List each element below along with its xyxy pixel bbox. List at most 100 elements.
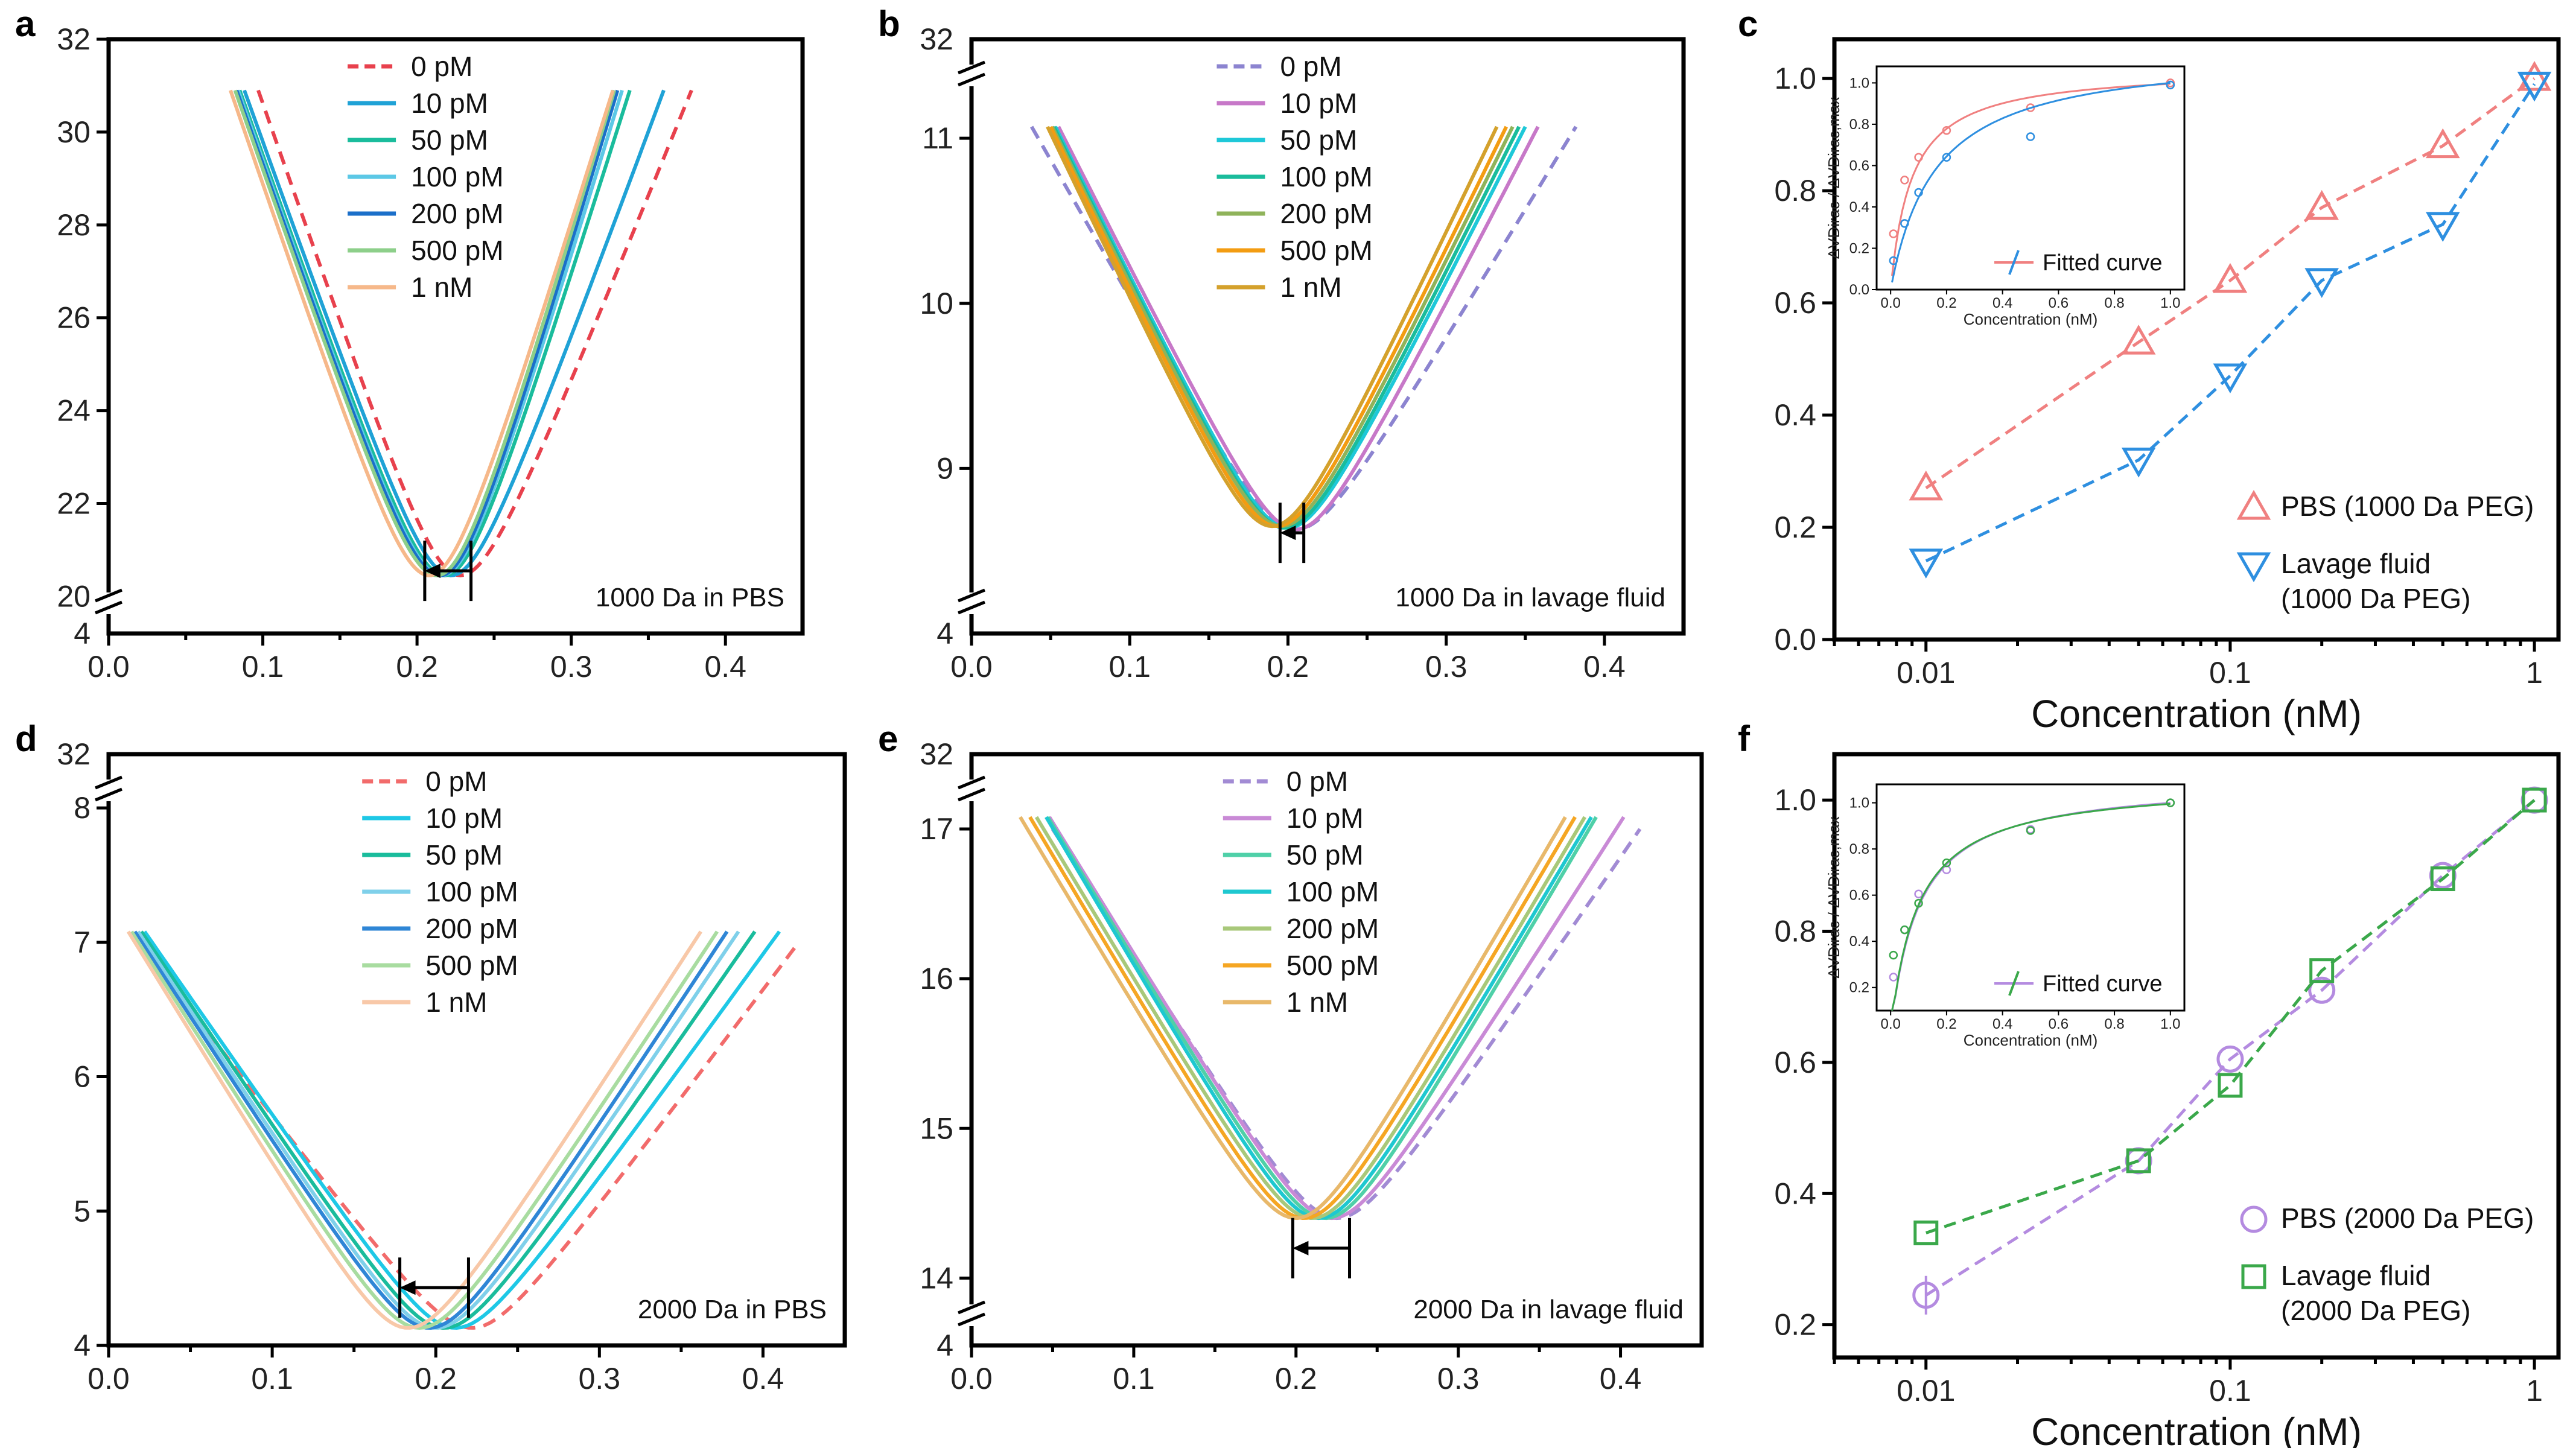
inset-data-point [1914, 153, 1923, 162]
inset-legend-entry: Fitted curve [2043, 971, 2163, 997]
inset-x-tick-label: 0.6 [2049, 295, 2069, 311]
y-axis-top-label: 32 [57, 737, 91, 771]
y-axis-bottom-label: 4 [74, 617, 91, 650]
series-line-10-pM [1048, 816, 1626, 1221]
panel-annotation: 2000 Da in PBS [638, 1295, 827, 1324]
inset-y-tick-label: 0.0 [1849, 282, 1869, 298]
data-point [2213, 363, 2248, 393]
inset-f: 0.0 0.2 0.4 0.6 0.8 1.0 0.2 0.4 0.6 0.8 1.0 Concent… [1825, 783, 2186, 1049]
data-point [2304, 189, 2339, 220]
panel-annotation: 2000 Da in lavage fluid [1413, 1295, 1684, 1324]
shift-arrow-head [424, 564, 440, 579]
series-connector [1925, 77, 2536, 489]
x-tick-label: 1 [2526, 656, 2543, 690]
x-tick-label: 0.0 [87, 650, 130, 684]
series-line-0-pM [256, 89, 693, 577]
panel-annotation: 1000 Da in PBS [596, 583, 784, 612]
inset-data-point [1914, 898, 1923, 908]
series-line-500-pM [130, 930, 719, 1330]
data-point [2240, 1205, 2268, 1233]
y-tick-label: 6 [74, 1060, 91, 1094]
inset-y-tick-label: 0.6 [1849, 157, 1869, 174]
x-tick-label: 0.2 [415, 1362, 457, 1396]
y-break-mark [958, 60, 985, 75]
legend-entry: 0 pM [1286, 766, 1348, 797]
inset-legend-swatch [2008, 250, 2020, 275]
y-break-mark [958, 588, 985, 603]
x-tick-label: 0.0 [950, 1362, 993, 1396]
series-line-500-pM [1049, 125, 1508, 529]
legend-entry: 100 pM [1280, 161, 1372, 192]
y-tick-label: 7 [74, 926, 91, 959]
legend-entry: 10 pM [425, 802, 503, 834]
y-break-mark [958, 1312, 985, 1327]
y-tick-label: 0.0 [1774, 623, 1816, 656]
inset-x-tick-label: 0.8 [2104, 1016, 2124, 1032]
inset-fit-curve [1891, 81, 2171, 283]
series-connector [1925, 83, 2536, 563]
panel-b: b 0.0 0.1 0.2 0.3 0.4 9 10 11 32 4 1000 Da in lavag… [878, 4, 1686, 684]
y-tick-label: 1.0 [1774, 62, 1816, 95]
x-tick-label: 0.4 [1583, 650, 1626, 684]
x-tick-label: 0.1 [251, 1362, 293, 1396]
inset-data-point [2026, 132, 2035, 141]
panel-letter-f: f [1738, 719, 1751, 759]
x-tick-label: 0.3 [550, 650, 593, 684]
inset-data-point [2166, 798, 2175, 807]
y-tick-label: 11 [922, 121, 953, 155]
y-break-mark [958, 72, 985, 87]
y-tick-label: 0.6 [1774, 286, 1816, 320]
axes-frame-b [969, 37, 1686, 636]
series-line-200-pM [235, 89, 620, 577]
data-point [2304, 268, 2339, 298]
inset-y-axis-label: ΔVDirac / ΔVDirac,max [1825, 816, 1843, 979]
x-tick-label: 0.1 [1108, 650, 1151, 684]
y-break-mark [958, 775, 985, 790]
series-line-1-nM [126, 930, 702, 1330]
x-tick-label: 1 [2526, 1374, 2543, 1408]
y-tick-label: 10 [920, 287, 953, 320]
y-break-mark [958, 600, 985, 615]
legend-entry: 100 pM [1286, 876, 1379, 907]
inset-data-point [1900, 219, 1909, 228]
x-tick-label: 0.0 [87, 1362, 130, 1396]
series-line-0-pM [139, 945, 798, 1330]
data-point [2236, 552, 2271, 583]
panel-f: f 0.01 0.1 1 0.2 0.4 0.6 0.8 1.0 Concentration (n… [1738, 719, 2561, 1448]
inset-y-tick-label: 0.8 [1849, 841, 1869, 857]
legend-entry: 10 pM [411, 87, 488, 119]
inset-fit-curve [1891, 802, 2171, 1011]
series-line-200-pM [133, 930, 729, 1330]
y-break-mark [95, 588, 122, 603]
inset-data-point [1900, 176, 1909, 185]
y-tick-label: 4 [74, 1329, 91, 1362]
x-axis-label: Concentration (nM) [2031, 1410, 2362, 1448]
inset-data-point [1889, 950, 1898, 960]
data-point [2121, 325, 2156, 355]
data-point [2517, 61, 2552, 91]
y-break-mark [95, 775, 122, 790]
data-point [2216, 1045, 2244, 1073]
data-point [1912, 1281, 1940, 1309]
y-tick-label: 0.4 [1774, 398, 1816, 432]
axes-frame-c [1832, 37, 2561, 642]
data-point [1909, 470, 1944, 501]
legend-entry: 1 nM [1280, 272, 1341, 303]
x-tick-label: 0.2 [1267, 650, 1309, 684]
inset-data-point [1942, 858, 1951, 868]
y-tick-label: 14 [920, 1261, 953, 1295]
legend-entry: 1 nM [1286, 986, 1348, 1018]
inset-c: 0.0 0.2 0.4 0.6 0.8 1.0 0.0 0.2 0.4 0.6 0.8 1.0 Conc… [1825, 65, 2186, 328]
inset-y-axis-label: ΔVDirac / ΔVDirac,max [1825, 97, 1843, 259]
data-point [1913, 1220, 1939, 1245]
series-line-1-nM [229, 89, 615, 577]
x-tick-label: 0.4 [704, 650, 746, 684]
inset-legend-entry: Fitted curve [2043, 250, 2163, 276]
inset-x-tick-label: 0.0 [1880, 1016, 1900, 1032]
inset-data-point [1942, 153, 1951, 162]
legend-entry: 0 pM [425, 766, 487, 797]
data-point [2308, 976, 2336, 1004]
series-connector [1925, 799, 2536, 1297]
legend-entry: 1 nM [411, 272, 472, 303]
